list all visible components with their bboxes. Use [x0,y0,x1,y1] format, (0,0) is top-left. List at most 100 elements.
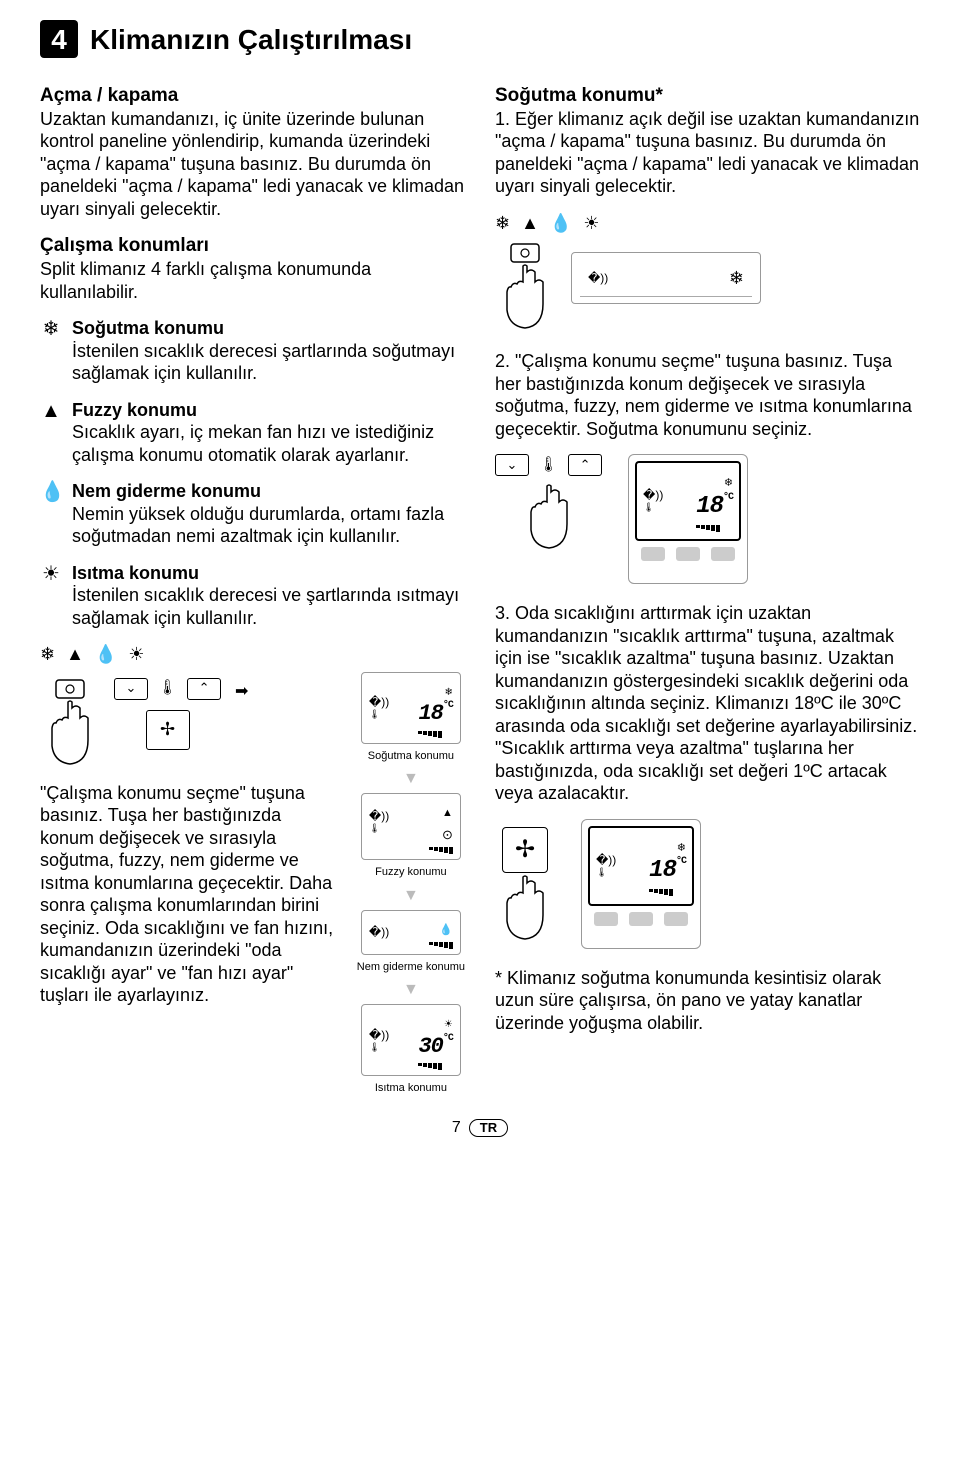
thermometer-icon: 🌡 [369,824,389,833]
fuzzy-icon: ▲ [442,807,453,819]
mode-icons-row: ❄ ▲ 💧 ☀ [495,212,920,235]
temp-value: 18 [418,701,442,726]
onoff-text: Uzaktan kumandanızı, iç ünite üzerinde b… [40,108,465,221]
droplet-icon: 💧 [40,480,62,548]
down-button[interactable]: ⌄ [114,678,148,700]
mode-desc: İstenilen sıcaklık derecesi şartlarında … [72,340,465,385]
thermometer-icon: 🌡 [539,456,558,475]
fuzzy-icon: ▲ [40,399,62,467]
two-column-layout: Açma / kapama Uzaktan kumandanızı, iç ün… [40,76,920,1098]
receiver-box: ✢ [146,710,190,750]
remote-button[interactable] [676,547,700,561]
temp-buttons: ⌄ 🌡 ⌃ [114,678,221,700]
droplet-icon: 💧 [439,924,453,936]
hand-press-icon [40,678,100,768]
temp-unit: °C [676,856,686,867]
onoff-heading: Açma / kapama [40,84,465,108]
step1-illustration: �)) ❄ [495,242,920,332]
sun-icon: ☀ [40,562,62,630]
display-dehumid: �)) 💧 [361,910,461,955]
signal-icon: �)) [643,489,663,501]
mode-desc: Sıcaklık ayarı, iç mekan fan hızı ve ist… [72,421,465,466]
display-caption: Soğutma konumu [368,750,454,764]
arrow-down-icon: ▼ [403,769,419,789]
arrow-down-icon: ▼ [403,980,419,1000]
left-bottom-block: ⌄ 🌡 ⌃ ✢ ➡ "Çalışma konumu seçme" tuşuna … [40,672,465,1099]
thermometer-icon: 🌡 [369,1043,389,1052]
mode-item-cooling: ❄ Soğutma konumu İstenilen sıcaklık dere… [40,317,465,385]
mode-title: Soğutma konumu [72,317,465,340]
temp-unit: °C [443,700,453,711]
remote-illustration: �)) 🌡 ❄ 18°C [628,454,748,584]
signal-icon: �)) [588,271,608,286]
fan-button[interactable]: ✢ [502,827,548,873]
thermometer-icon: 🌡 [596,868,616,877]
fan-icon: ✢ [160,718,175,741]
hand-press-icon [495,873,555,943]
step3-text: 3. Oda sıcaklığını arttırmak için uzakta… [495,602,920,805]
remote-button[interactable] [664,912,688,926]
mode-title: Nem giderme konumu [72,480,465,503]
footnote-text: * Klimanız soğutma konumunda kesintisiz … [495,967,920,1035]
remote-button[interactable] [594,912,618,926]
display-sequence: �)) 🌡 ❄ 18°C Soğutma konumu ▼ [357,672,465,1099]
snowflake-icon: ❄ [729,267,744,290]
mode-item-dehumid: 💧 Nem giderme konumu Nemin yüksek olduğu… [40,480,465,548]
page-header: 4 Klimanızın Çalıştırılması [40,20,920,58]
hand-press-icon [519,482,579,552]
temp-value: 18 [649,857,676,884]
snowflake-icon: ❄ [724,477,733,489]
remote-button[interactable] [629,912,653,926]
temp-unit: °C [723,492,733,503]
signal-icon: �)) [369,696,389,708]
temp-unit: °C [443,1033,453,1044]
signal-icon: �)) [369,1029,389,1041]
mode-title: Isıtma konumu [72,562,465,585]
mode-title: Fuzzy konumu [72,399,465,422]
remote-screen: �)) 🌡 ❄ 18°C [635,461,741,541]
mode-icons-row: ❄ ▲ 💧 ☀ [40,643,465,666]
modes-heading: Çalışma konumları [40,234,465,258]
down-button[interactable]: ⌄ [495,454,529,476]
language-badge: TR [469,1119,508,1137]
arrow-down-icon: ▼ [403,886,419,906]
signal-icon: �)) [596,854,616,866]
temp-value: 18 [696,493,723,520]
fan-icon: ✢ [515,835,535,865]
display-fuzzy: �)) 🌡 ▲ ⊙ [361,793,461,860]
snowflake-icon: ❄ [445,687,453,698]
display-cooling: �)) 🌡 ❄ 18°C [361,672,461,744]
snowflake-icon: ❄ [40,317,62,385]
left-column: Açma / kapama Uzaktan kumandanızı, iç ün… [40,76,465,1098]
step3-illustration: ✢ �)) 🌡 ❄ [495,819,920,949]
clock-icon: ⊙ [442,827,453,842]
remote-button[interactable] [641,547,665,561]
page-number: 7 [452,1118,461,1138]
thermometer-icon: 🌡 [158,679,177,698]
left-hand-illustration-row: ⌄ 🌡 ⌃ ✢ ➡ [40,678,337,768]
display-caption: Nem giderme konumu [357,961,465,975]
page-footer: 7 TR [40,1118,920,1138]
step-badge: 4 [40,20,78,58]
fan-bars-icon [696,525,733,532]
mode-item-fuzzy: ▲ Fuzzy konumu Sıcaklık ayarı, iç mekan … [40,399,465,467]
step2-text: 2. "Çalışma konumu seçme" tuşuna basınız… [495,350,920,440]
fan-bars-icon [369,847,453,854]
temp-value: 30 [418,1034,442,1059]
remote-button[interactable] [711,547,735,561]
thermometer-icon: 🌡 [643,503,663,512]
up-button[interactable]: ⌃ [568,454,602,476]
sun-icon: ☀ [444,1019,453,1030]
remote-illustration: �)) 🌡 ❄ 18°C [581,819,701,949]
thermometer-icon: 🌡 [369,710,389,719]
mode-desc: Nemin yüksek olduğu durumlarda, ortamı f… [72,503,465,548]
mode-item-heating: ☀ Isıtma konumu İstenilen sıcaklık derec… [40,562,465,630]
cool-mode-heading: Soğutma konumu* [495,84,920,108]
signal-icon: �)) [369,810,389,822]
up-button[interactable]: ⌃ [187,678,221,700]
remote-buttons-row [635,547,741,561]
mode-select-text: "Çalışma konumu seçme" tuşuna basınız. T… [40,782,337,1007]
display-caption: Fuzzy konumu [375,866,447,880]
wall-unit-illustration: �)) ❄ [571,252,761,304]
right-column: Soğutma konumu* 1. Eğer klimanız açık de… [495,76,920,1098]
